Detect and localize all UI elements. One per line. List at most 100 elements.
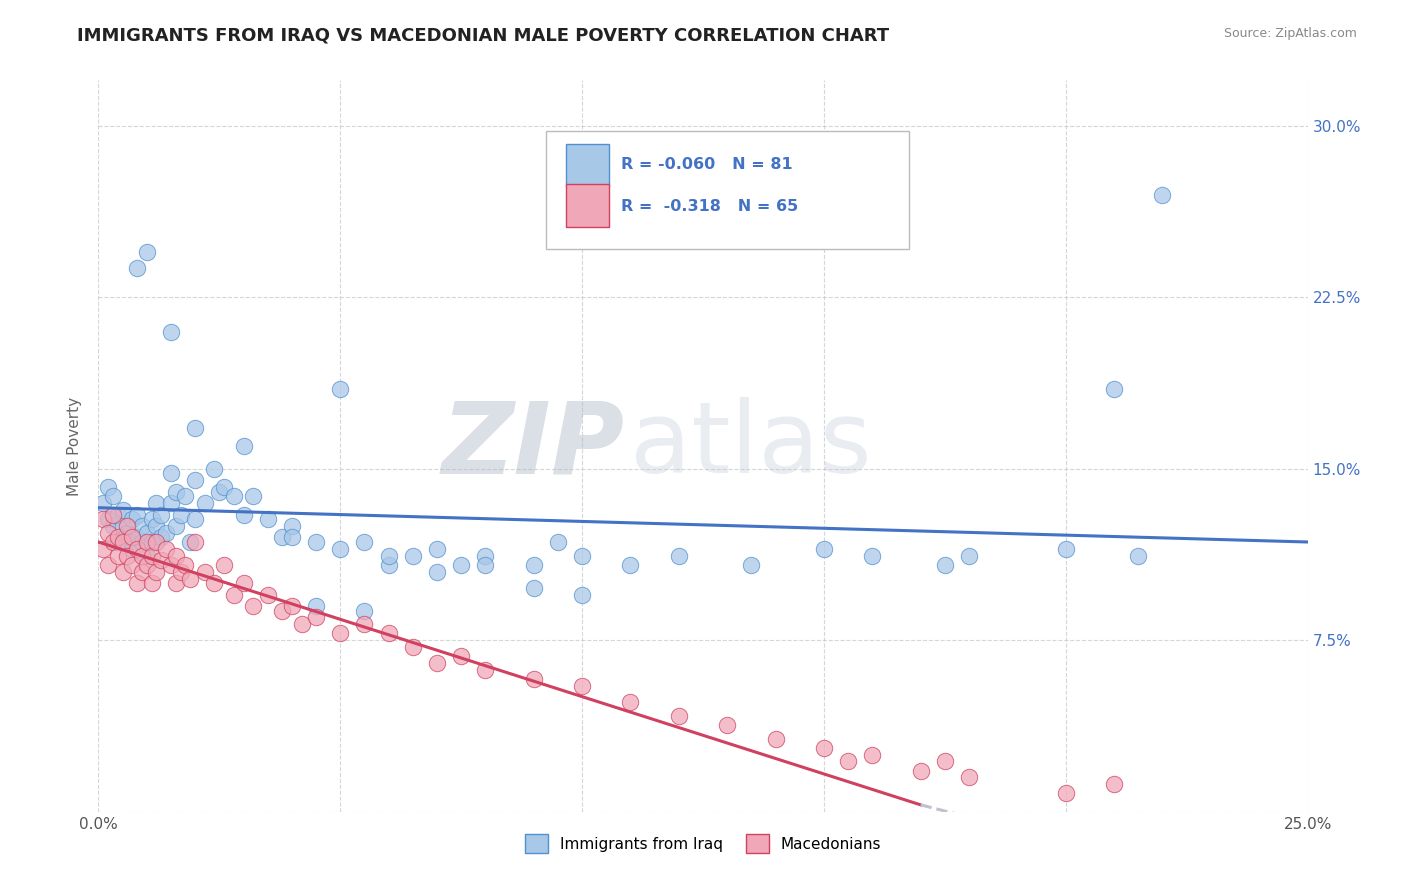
- Point: [523, 558, 546, 572]
- Point: [184, 473, 207, 487]
- Point: [117, 535, 139, 549]
- Point: [765, 731, 787, 746]
- Point: [160, 558, 183, 572]
- Point: [174, 558, 197, 572]
- Point: [305, 599, 328, 613]
- Point: [934, 558, 956, 572]
- Point: [957, 549, 980, 563]
- Text: R =  -0.318   N = 65: R = -0.318 N = 65: [621, 199, 799, 214]
- Point: [212, 480, 235, 494]
- Point: [131, 565, 153, 579]
- Point: [127, 576, 149, 591]
- Point: [135, 549, 157, 563]
- Text: atlas: atlas: [630, 398, 872, 494]
- Point: [474, 663, 496, 677]
- Point: [329, 382, 352, 396]
- Point: [107, 535, 129, 549]
- Point: [290, 617, 312, 632]
- Point: [111, 565, 134, 579]
- FancyBboxPatch shape: [546, 131, 908, 249]
- Point: [353, 535, 375, 549]
- Point: [1102, 777, 1125, 791]
- Point: [131, 549, 153, 563]
- Point: [329, 626, 352, 640]
- Point: [571, 679, 593, 693]
- Point: [169, 508, 191, 522]
- Point: [1102, 382, 1125, 396]
- Point: [155, 525, 177, 540]
- Point: [117, 549, 139, 563]
- Point: [127, 530, 149, 544]
- Point: [135, 525, 157, 540]
- Point: [242, 599, 264, 613]
- Point: [131, 535, 153, 549]
- Point: [281, 519, 304, 533]
- Point: [141, 535, 163, 549]
- Point: [232, 508, 254, 522]
- Point: [232, 576, 254, 591]
- Point: [160, 496, 183, 510]
- FancyBboxPatch shape: [567, 184, 609, 227]
- Point: [232, 439, 254, 453]
- Point: [305, 535, 328, 549]
- Legend: Immigrants from Iraq, Macedonians: Immigrants from Iraq, Macedonians: [519, 828, 887, 859]
- Point: [121, 541, 143, 556]
- Point: [97, 525, 120, 540]
- Point: [184, 421, 207, 435]
- Point: [860, 747, 883, 762]
- Point: [619, 558, 641, 572]
- Point: [1128, 549, 1150, 563]
- Point: [740, 558, 762, 572]
- Point: [256, 588, 278, 602]
- Point: [160, 325, 183, 339]
- Point: [165, 549, 187, 563]
- Point: [91, 512, 114, 526]
- Point: [281, 530, 304, 544]
- Point: [377, 549, 399, 563]
- Point: [111, 519, 134, 533]
- Point: [474, 549, 496, 563]
- Point: [141, 512, 163, 526]
- Point: [165, 484, 187, 499]
- Point: [813, 541, 835, 556]
- Point: [474, 558, 496, 572]
- Point: [91, 496, 114, 510]
- Point: [135, 535, 157, 549]
- Point: [145, 565, 167, 579]
- Point: [377, 626, 399, 640]
- Point: [97, 512, 120, 526]
- Point: [716, 718, 738, 732]
- Point: [117, 525, 139, 540]
- Point: [222, 588, 245, 602]
- Point: [208, 484, 231, 499]
- Point: [150, 508, 173, 522]
- Point: [165, 519, 187, 533]
- Point: [141, 576, 163, 591]
- Point: [281, 599, 304, 613]
- Point: [145, 496, 167, 510]
- Point: [111, 503, 134, 517]
- Point: [101, 519, 124, 533]
- Point: [150, 530, 173, 544]
- Y-axis label: Male Poverty: Male Poverty: [67, 396, 83, 496]
- Point: [1152, 187, 1174, 202]
- Point: [101, 489, 124, 503]
- Point: [813, 740, 835, 755]
- Point: [571, 549, 593, 563]
- Point: [426, 541, 449, 556]
- Point: [179, 535, 201, 549]
- Point: [619, 695, 641, 709]
- Point: [111, 535, 134, 549]
- Point: [107, 530, 129, 544]
- Point: [204, 576, 226, 591]
- Point: [1054, 787, 1077, 801]
- Point: [194, 496, 217, 510]
- Point: [145, 519, 167, 533]
- Point: [107, 549, 129, 563]
- Point: [256, 512, 278, 526]
- Text: R = -0.060   N = 81: R = -0.060 N = 81: [621, 157, 793, 172]
- Point: [1054, 541, 1077, 556]
- Point: [837, 755, 859, 769]
- Point: [145, 535, 167, 549]
- Text: IMMIGRANTS FROM IRAQ VS MACEDONIAN MALE POVERTY CORRELATION CHART: IMMIGRANTS FROM IRAQ VS MACEDONIAN MALE …: [77, 27, 890, 45]
